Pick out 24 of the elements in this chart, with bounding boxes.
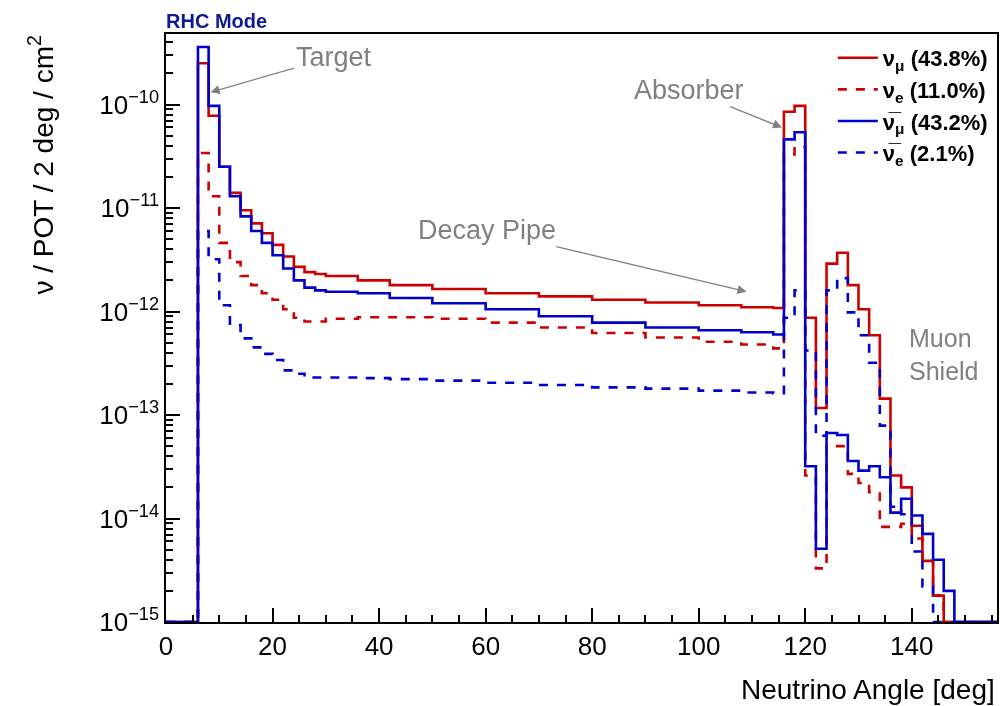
legend-label: ν̅$_{e}$ (2.1%) bbox=[882, 141, 975, 169]
x-axis-title: Neutrino Angle [deg] bbox=[741, 674, 995, 705]
annotation: Absorber bbox=[634, 75, 744, 105]
x-tick-label: 60 bbox=[471, 630, 501, 661]
x-tick-label: 140 bbox=[890, 630, 934, 661]
x-tick-label: 20 bbox=[258, 630, 287, 661]
x-tick-label: 80 bbox=[577, 630, 607, 661]
legend-label: ν$_{μ}$ (43.8%) bbox=[882, 46, 988, 74]
y-tick-label: 10$^{−11}$ bbox=[100, 190, 160, 224]
x-tick-label: 40 bbox=[364, 630, 394, 661]
legend-label: ν$_{e}$ (11.0%) bbox=[882, 77, 986, 106]
annotation: Muon Shield bbox=[909, 324, 979, 385]
chart-title: RHC Mode bbox=[166, 10, 268, 32]
annotation: Target bbox=[296, 42, 372, 72]
y-tick-label: 10$^{−14}$ bbox=[99, 500, 160, 534]
x-tick-label: 100 bbox=[676, 630, 721, 661]
y-tick-label: 10$^{−12}$ bbox=[99, 293, 160, 327]
x-tick-label: 120 bbox=[783, 630, 827, 661]
y-tick-label: 10$^{−15}$ bbox=[99, 604, 160, 638]
legend-label: ν̅$_{μ}$ (43.2%) bbox=[882, 109, 988, 138]
annotation: Decay Pipe bbox=[418, 215, 557, 245]
y-tick-label: 10$^{−10}$ bbox=[99, 86, 160, 120]
y-tick-label: 10$^{−13}$ bbox=[99, 397, 160, 431]
x-tick-label: 0 bbox=[158, 630, 174, 661]
